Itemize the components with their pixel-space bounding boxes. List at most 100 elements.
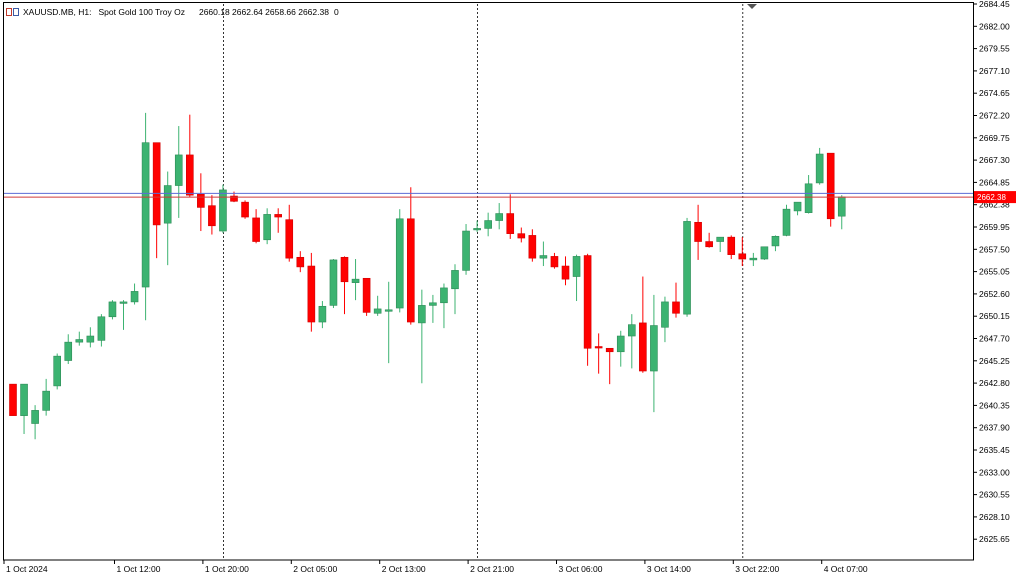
candle-body (395, 218, 404, 309)
candle-body (296, 256, 305, 268)
plot-border (3, 2, 974, 561)
time-axis[interactable]: 1 Oct 2024 1 Oct 12:00 1 Oct 20:00 2 Oct 05… (3, 560, 868, 574)
y-tick-label: 2637.90 (979, 423, 1010, 433)
candle-body (418, 305, 426, 324)
y-tick-label: 2652.60 (979, 289, 1010, 299)
candle-body (429, 302, 437, 306)
candle-body (650, 325, 658, 372)
candle-body (506, 213, 515, 234)
candle-body (252, 217, 260, 242)
candle (208, 195, 216, 235)
candle (20, 383, 28, 435)
candle (31, 405, 39, 440)
x-tick-label: 3 Oct 06:00 (559, 564, 603, 574)
candle-body (440, 287, 448, 304)
candle (285, 204, 294, 262)
candle-body (108, 301, 117, 318)
y-tick-label: 2684.45 (979, 0, 1010, 9)
x-tick-label: 1 Oct 2024 (6, 564, 48, 574)
candle-body (86, 335, 95, 343)
candle-body (197, 193, 205, 208)
candle (749, 252, 758, 267)
candle (130, 283, 139, 305)
candle-body (627, 324, 636, 337)
candle-body (351, 278, 360, 283)
candle-body (362, 277, 371, 313)
y-tick-label: 2672.20 (979, 111, 1010, 121)
candle (340, 256, 349, 315)
y-tick-label: 2679.55 (979, 44, 1010, 54)
candle (97, 314, 106, 347)
candle-body (705, 241, 713, 248)
candle-body (318, 305, 327, 323)
y-tick-label: 2657.50 (979, 244, 1010, 254)
x-tick-label: 2 Oct 13:00 (382, 564, 426, 574)
candle (197, 173, 205, 232)
candle-body (804, 183, 813, 213)
candle (163, 171, 172, 266)
candle-body (406, 218, 415, 323)
candles (9, 112, 846, 440)
candle (539, 241, 548, 267)
candle (594, 333, 603, 374)
y-tick-label: 2664.85 (979, 177, 1010, 187)
candle (506, 194, 515, 239)
y-tick-label: 2669.75 (979, 133, 1010, 143)
y-tick-label: 2628.10 (979, 512, 1010, 522)
candle (572, 254, 581, 302)
candle-body (263, 214, 271, 241)
x-tick-label: 3 Oct 22:00 (735, 564, 779, 574)
candle-body (9, 383, 17, 416)
candle-body (174, 154, 183, 186)
x-tick-label: 1 Oct 12:00 (117, 564, 161, 574)
price-axis[interactable]: 2684.45 2682.00 2679.55 2677.10 2674.65 2672.… (973, 0, 1010, 544)
candle (727, 235, 736, 260)
candle-body (141, 142, 150, 288)
candle (826, 152, 835, 227)
candle (252, 209, 260, 244)
shift-marker-icon[interactable] (747, 4, 757, 9)
candle-body (484, 220, 492, 229)
candle (373, 295, 382, 316)
y-tick-label: 2645.25 (979, 356, 1010, 366)
y-tick-label: 2682.00 (979, 21, 1010, 31)
x-tick-label: 2 Oct 21:00 (470, 564, 514, 574)
candle-body (639, 322, 647, 372)
candle-body (572, 256, 581, 277)
candle (694, 204, 702, 260)
candle-body (782, 208, 791, 236)
x-tick-label: 3 Oct 14:00 (647, 564, 691, 574)
period-separators (223, 4, 744, 560)
candle (119, 300, 128, 330)
candle (64, 334, 73, 365)
candle (274, 208, 283, 233)
y-tick-label: 2655.05 (979, 267, 1010, 277)
candle-body (826, 152, 835, 220)
candle (639, 276, 647, 373)
candle-body (583, 255, 592, 349)
price-lines (3, 192, 973, 198)
y-tick-label: 2662.38 (979, 200, 1010, 210)
candle (241, 200, 249, 219)
candle (528, 229, 537, 262)
candle-body (793, 201, 802, 212)
candle (462, 224, 470, 275)
y-tick-label: 2625.65 (979, 534, 1010, 544)
volume-value: 0 (333, 7, 339, 17)
candle-body (495, 213, 504, 221)
candle (440, 283, 448, 329)
y-tick-label: 2659.95 (979, 222, 1010, 232)
candle (616, 330, 625, 367)
candle-body (528, 235, 537, 259)
candle (782, 204, 791, 237)
candle-body (42, 390, 50, 411)
candle (108, 300, 117, 320)
candle-body (837, 196, 846, 217)
candle (517, 227, 526, 243)
candle-body (31, 410, 39, 424)
one-click-trading-icon[interactable] (6, 7, 20, 17)
candle-body (20, 383, 28, 416)
candle-body (274, 214, 283, 218)
candle-body (186, 154, 194, 196)
